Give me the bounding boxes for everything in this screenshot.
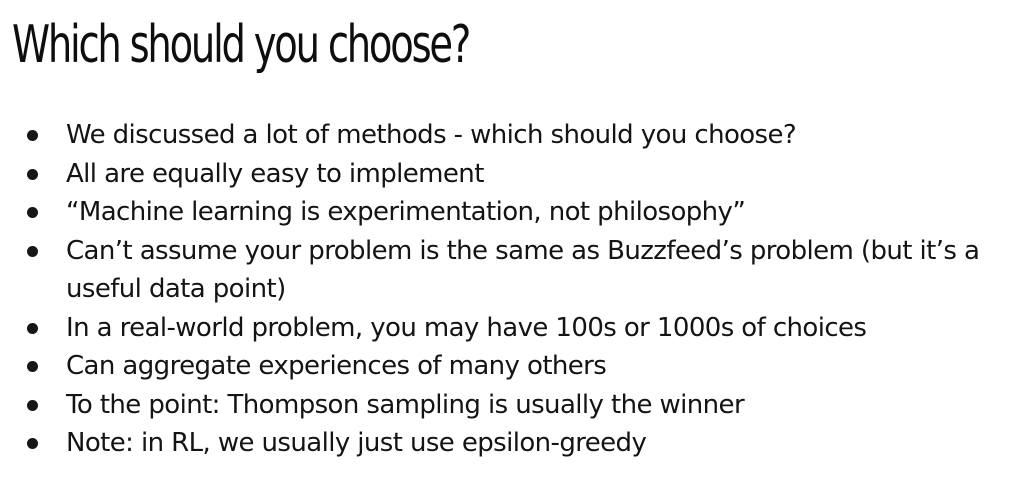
- bullet-dot-icon: [27, 207, 38, 218]
- bullet-dot-icon: [27, 399, 38, 411]
- list-item: In a real-world problem, you may have 10…: [27, 309, 1011, 348]
- bullet-text: Can’t assume your problem is the same as…: [66, 235, 980, 305]
- bullet-text: In a real-world problem, you may have 10…: [66, 312, 867, 343]
- bullet-list: We discussed a lot of methods - which sh…: [27, 116, 1011, 463]
- bullet-dot-icon: [27, 130, 38, 141]
- bullet-text: All are equally easy to implement: [66, 158, 484, 189]
- list-item: Can aggregate experiences of many others: [27, 347, 1011, 386]
- bullet-dot-icon: [27, 361, 38, 372]
- bullet-text: To the point: Thompson sampling is usual…: [66, 389, 745, 420]
- bullet-text: Can aggregate experiences of many others: [66, 351, 607, 381]
- list-item: Note: in RL, we usually just use epsilon…: [27, 424, 1011, 463]
- list-item: We discussed a lot of methods - which sh…: [27, 116, 1011, 155]
- bullet-dot-icon: [27, 438, 38, 449]
- bullet-text: We discussed a lot of methods - which sh…: [66, 120, 797, 150]
- bullet-dot-icon: [27, 245, 38, 257]
- bullet-dot-icon: [27, 322, 38, 334]
- list-item: To the point: Thompson sampling is usual…: [27, 386, 1011, 425]
- bullet-text: Note: in RL, we usually just use epsilon…: [66, 428, 647, 458]
- list-item: Can’t assume your problem is the same as…: [27, 232, 1011, 309]
- bullet-text: “Machine learning is experimentation, no…: [66, 197, 746, 227]
- list-item: All are equally easy to implement: [27, 155, 1011, 194]
- list-item: “Machine learning is experimentation, no…: [27, 193, 1011, 232]
- bullet-dot-icon: [27, 168, 38, 180]
- slide-title: Which should you choose?: [12, 15, 471, 75]
